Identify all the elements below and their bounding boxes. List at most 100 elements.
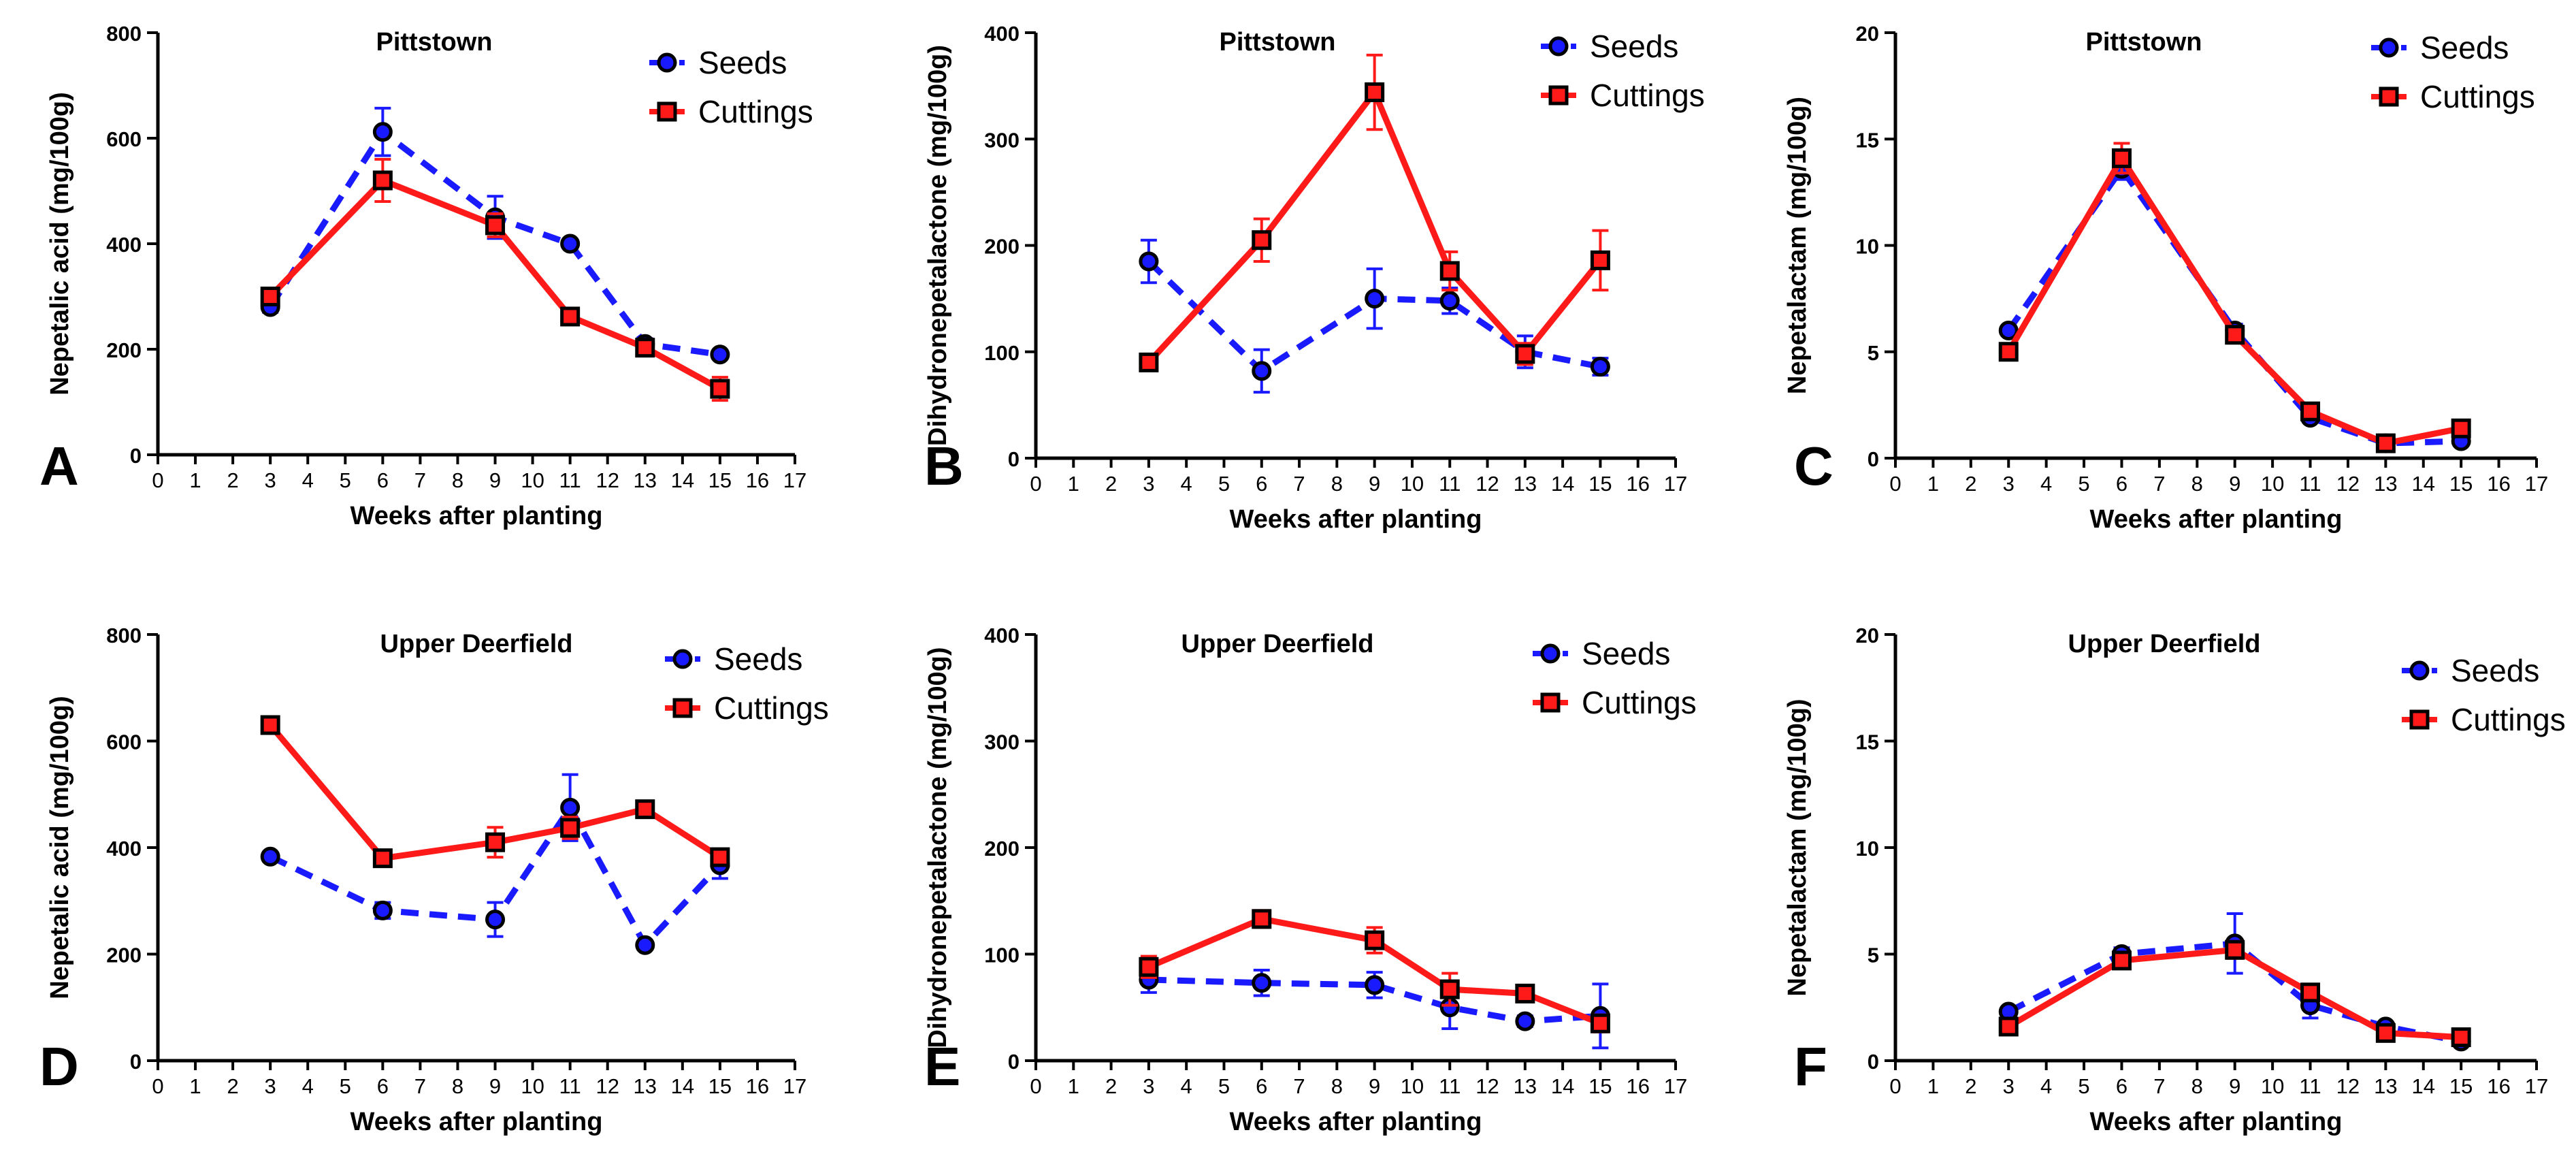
x-tick-label: 3 xyxy=(265,468,276,492)
x-tick-label: 5 xyxy=(2078,1074,2089,1098)
data-point-cuttings xyxy=(1590,1013,1610,1033)
y-tick-label: 400 xyxy=(984,22,1020,46)
data-point-cuttings xyxy=(485,215,506,236)
x-axis-title: Weeks after planting xyxy=(350,502,603,530)
data-point-seeds xyxy=(560,797,581,818)
x-tick-label: 15 xyxy=(2449,472,2473,496)
x-tick-label: 7 xyxy=(414,1074,426,1098)
x-tick-label: 11 xyxy=(559,1074,581,1098)
legend-marker-cuttings xyxy=(2379,86,2399,107)
legend: Seeds Cuttings xyxy=(1533,636,1697,720)
x-tick-label: 10 xyxy=(2261,1074,2284,1098)
x-tick-label: 16 xyxy=(1626,472,1649,496)
y-tick-label: 400 xyxy=(984,624,1020,647)
y-axis-title: Dihydronepetalactone (mg/100g) xyxy=(924,647,952,1048)
x-tick-label: 3 xyxy=(2003,472,2015,496)
y-tick-label: 5 xyxy=(1868,944,1879,967)
x-tick-label: 1 xyxy=(1068,472,1079,496)
x-tick-label: 13 xyxy=(634,468,657,492)
x-tick-label: 2 xyxy=(1965,1074,1976,1098)
data-point-cuttings xyxy=(1515,983,1535,1003)
x-tick-label: 9 xyxy=(1369,472,1380,496)
data-point-cuttings xyxy=(2375,1023,2396,1043)
data-point-seeds xyxy=(1439,291,1460,311)
data-point-cuttings xyxy=(1998,1016,2019,1037)
series-line-cuttings xyxy=(267,177,722,392)
y-tick-label: 0 xyxy=(1008,447,1020,471)
data-point-cuttings xyxy=(2225,325,2245,345)
x-tick-label: 15 xyxy=(708,1074,732,1098)
data-point-seeds xyxy=(1998,321,2019,340)
data-point-seeds xyxy=(372,122,393,142)
data-point-cuttings xyxy=(372,170,393,191)
data-point-cuttings xyxy=(710,379,730,399)
legend-label-seeds: Seeds xyxy=(714,641,802,677)
series-seeds xyxy=(1139,238,1610,394)
legend-label-cuttings: Cuttings xyxy=(2420,79,2535,114)
legend: Seeds Cuttings xyxy=(665,641,829,726)
data-point-cuttings xyxy=(260,715,280,735)
x-axis-title: Weeks after planting xyxy=(2090,505,2343,534)
x-tick-label: 7 xyxy=(414,468,426,492)
x-tick-label: 10 xyxy=(2261,472,2284,496)
series-cuttings xyxy=(1139,53,1610,372)
x-tick-label: 14 xyxy=(1551,1074,1574,1098)
y-tick-label: 100 xyxy=(984,944,1020,967)
x-tick-label: 3 xyxy=(2003,1074,2015,1098)
y-tick-label: 300 xyxy=(984,128,1020,152)
legend-label-seeds: Seeds xyxy=(2420,30,2509,65)
panel-letter: E xyxy=(924,1036,960,1097)
y-tick-label: 300 xyxy=(984,730,1020,754)
y-tick-label: 400 xyxy=(106,233,142,257)
x-tick-label: 14 xyxy=(1551,472,1574,496)
data-point-cuttings xyxy=(1439,261,1460,281)
x-tick-label: 17 xyxy=(1664,1074,1687,1098)
legend-marker-seeds xyxy=(1548,36,1569,57)
data-point-cuttings xyxy=(710,847,730,867)
x-tick-label: 6 xyxy=(2116,472,2127,496)
legend-label-cuttings: Cuttings xyxy=(2451,702,2566,737)
chart-panel-a: 0 1 2 3 4 5 6 7 8 9 10 11 12 13 14 15 16 170200400600800W… xyxy=(39,22,813,530)
x-tick-label: 17 xyxy=(783,468,806,492)
data-point-cuttings xyxy=(1139,352,1159,372)
data-point-seeds xyxy=(635,935,655,955)
data-point-seeds xyxy=(560,234,581,254)
x-tick-label: 3 xyxy=(1143,472,1154,496)
data-point-cuttings xyxy=(1252,909,1272,929)
legend-marker-cuttings xyxy=(1548,85,1569,106)
series-cuttings xyxy=(260,158,730,402)
legend-label-seeds: Seeds xyxy=(1590,29,1678,64)
x-tick-label: 14 xyxy=(671,1074,694,1098)
x-axis-title: Weeks after planting xyxy=(1230,1108,1482,1136)
y-tick-label: 100 xyxy=(984,341,1020,365)
legend-marker-seeds xyxy=(1540,643,1561,664)
data-point-seeds xyxy=(1365,289,1385,309)
series-cuttings xyxy=(1998,142,2471,453)
panel-title: Upper Deerfield xyxy=(2068,630,2261,658)
x-tick-label: 10 xyxy=(521,468,544,492)
x-tick-label: 12 xyxy=(1476,472,1499,496)
legend-marker-cuttings xyxy=(1540,692,1561,713)
series-line-cuttings xyxy=(2006,155,2462,447)
data-point-cuttings xyxy=(560,818,581,838)
x-tick-label: 9 xyxy=(489,468,501,492)
panel-title: Pittstown xyxy=(1220,28,1336,57)
x-tick-label: 9 xyxy=(1369,1074,1380,1098)
data-point-cuttings xyxy=(1365,930,1385,950)
series-cuttings xyxy=(260,715,730,869)
panel-title: Upper Deerfield xyxy=(1181,630,1374,658)
y-tick-label: 15 xyxy=(1856,730,1879,754)
x-tick-label: 5 xyxy=(1218,1074,1230,1098)
y-tick-label: 0 xyxy=(130,444,142,468)
panel-title: Pittstown xyxy=(2086,28,2202,57)
legend-label-seeds: Seeds xyxy=(698,45,787,80)
chart-panel-d: 0 1 2 3 4 5 6 7 8 9 10 11 12 13 14 15 16 170200400600800W… xyxy=(39,624,829,1136)
panel-letter: F xyxy=(1794,1036,1827,1097)
x-tick-label: 10 xyxy=(1401,472,1424,496)
series-line-seeds xyxy=(267,129,721,358)
legend-marker-cuttings xyxy=(672,698,693,718)
legend: Seeds Cuttings xyxy=(2371,30,2535,114)
x-tick-label: 14 xyxy=(2412,472,2435,496)
series-line-seeds xyxy=(1148,976,1601,1025)
x-tick-label: 0 xyxy=(152,1074,163,1098)
